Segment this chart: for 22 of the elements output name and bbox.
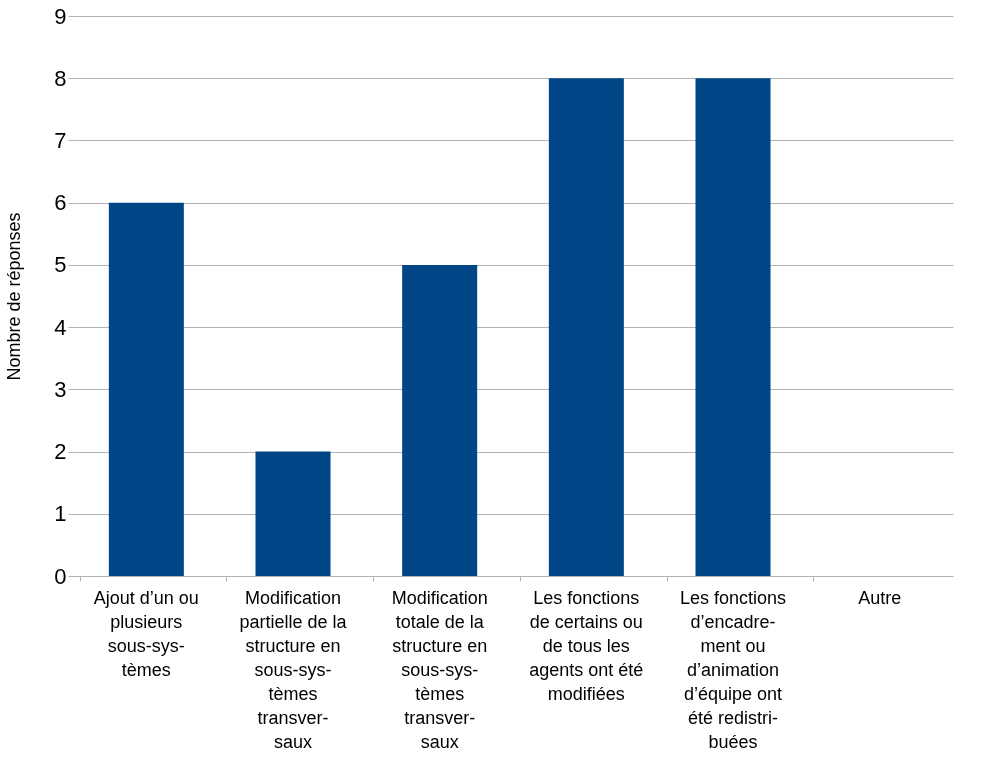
y-tick-label: 6 bbox=[54, 190, 67, 216]
y-tick-label: 2 bbox=[54, 439, 67, 465]
x-tick-label: Ajout d’un ou plusieurs sous-sys- tèmes bbox=[93, 587, 199, 680]
x-tick-label: Les fonctions de certains ou de tous les agents ont été modifiées bbox=[529, 587, 644, 704]
y-tick-label: 5 bbox=[54, 252, 67, 278]
y-tick-label: 3 bbox=[54, 376, 67, 402]
bar bbox=[695, 78, 771, 576]
y-axis-title: Nombre de réponses bbox=[4, 212, 25, 381]
bar bbox=[108, 202, 184, 576]
x-tick-label: Modification totale de la structure en sous-sys- tèmes transver- saux bbox=[391, 587, 488, 752]
bar bbox=[402, 264, 478, 576]
x-tick-label: Autre bbox=[858, 587, 902, 608]
y-tick-label: 1 bbox=[54, 501, 67, 527]
y-tick-label: 7 bbox=[54, 127, 67, 153]
y-tick-label: 9 bbox=[54, 3, 67, 29]
y-tick-label: 4 bbox=[54, 314, 67, 340]
bar bbox=[255, 451, 331, 576]
y-tick-label: 8 bbox=[54, 65, 67, 91]
bar bbox=[548, 78, 624, 576]
x-tick-label: Modification partielle de la structure en sous-sys- tèmes transver- saux bbox=[239, 587, 348, 752]
y-tick-label: 0 bbox=[54, 563, 67, 589]
x-tick-label: Les fonctions d’encadre- ment ou d’animation d’équipe ont été redistri- buées bbox=[679, 587, 787, 752]
